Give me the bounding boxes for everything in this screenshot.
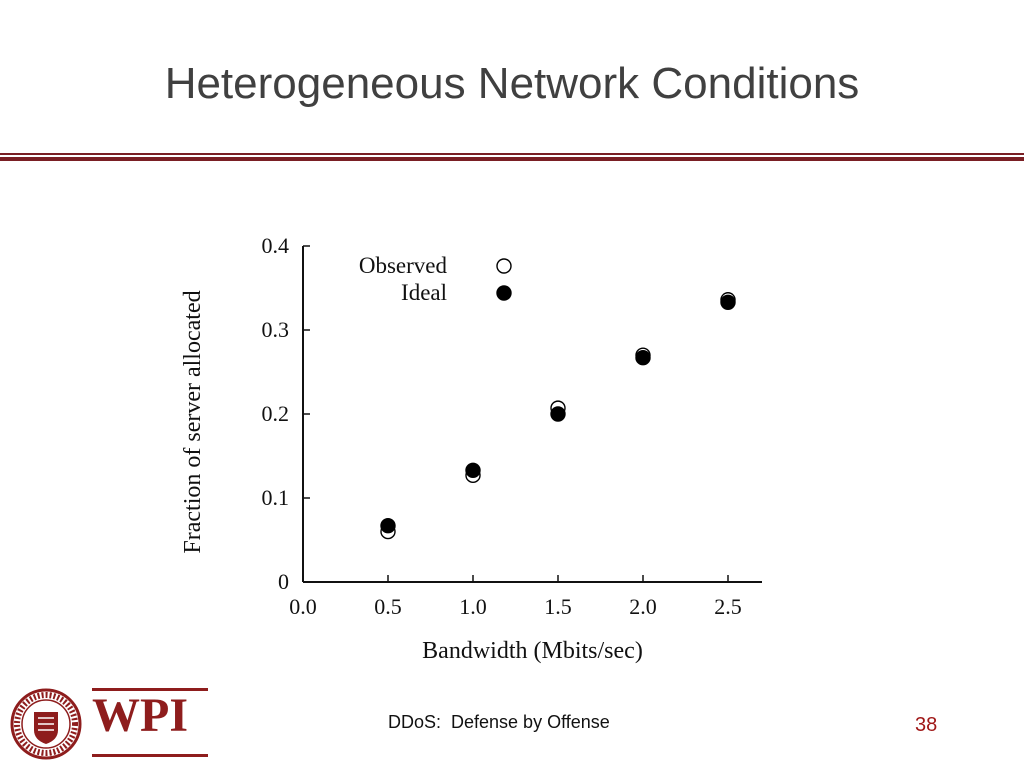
chart: 0 0.1 0.2 0.3 0.4 0.0 0.5 1.0 1.5 2.0 2.5 Bandwidth… [170, 220, 790, 675]
logo: WPI [10, 688, 210, 760]
x-axis-label: Bandwidth (Mbits/sec) [422, 638, 643, 664]
y-tick-label: 0.3 [262, 317, 290, 342]
logo-rule-top [92, 688, 208, 691]
x-tick-label: 2.0 [629, 594, 657, 619]
y-axis-label: Fraction of server allocated [180, 290, 206, 553]
y-tick-label: 0.4 [262, 233, 290, 258]
y-tick-label: 0.2 [262, 401, 290, 426]
ideal-point [465, 462, 481, 478]
ideal-point [720, 294, 736, 310]
footer-text: DDoS: Defense by Offense [388, 712, 610, 732]
page-number: 38 [915, 714, 938, 736]
title-rule-thin [0, 153, 1024, 155]
legend-marker-ideal [496, 285, 512, 301]
ideal-point [380, 518, 396, 534]
x-tick-label: 1.0 [459, 594, 487, 619]
ideal-point [635, 350, 651, 366]
y-tick-label: 0 [278, 569, 289, 594]
legend-label-ideal: Ideal [401, 280, 447, 305]
ideal-point [550, 406, 566, 422]
y-tick-label: 0.1 [262, 485, 290, 510]
chart-content: 0 0.1 0.2 0.3 0.4 0.0 0.5 1.0 1.5 2.0 2.5 Bandwidth… [180, 233, 762, 664]
title-rule-thick [0, 157, 1024, 161]
x-tick-label: 0.5 [374, 594, 402, 619]
chart-svg: 0 0.1 0.2 0.3 0.4 0.0 0.5 1.0 1.5 2.0 2.5 Bandwidth… [180, 233, 762, 664]
logo-rule-bottom [92, 754, 208, 757]
x-tick-label: 0.0 [289, 594, 317, 619]
x-tick-label: 2.5 [714, 594, 742, 619]
logo-text: WPI [92, 689, 188, 742]
x-tick-label: 1.5 [544, 594, 572, 619]
wpi-seal-icon [10, 688, 82, 760]
legend-marker-observed [496, 258, 512, 274]
legend-label-observed: Observed [359, 253, 448, 278]
slide-title: Heterogeneous Network Conditions [164, 59, 860, 108]
